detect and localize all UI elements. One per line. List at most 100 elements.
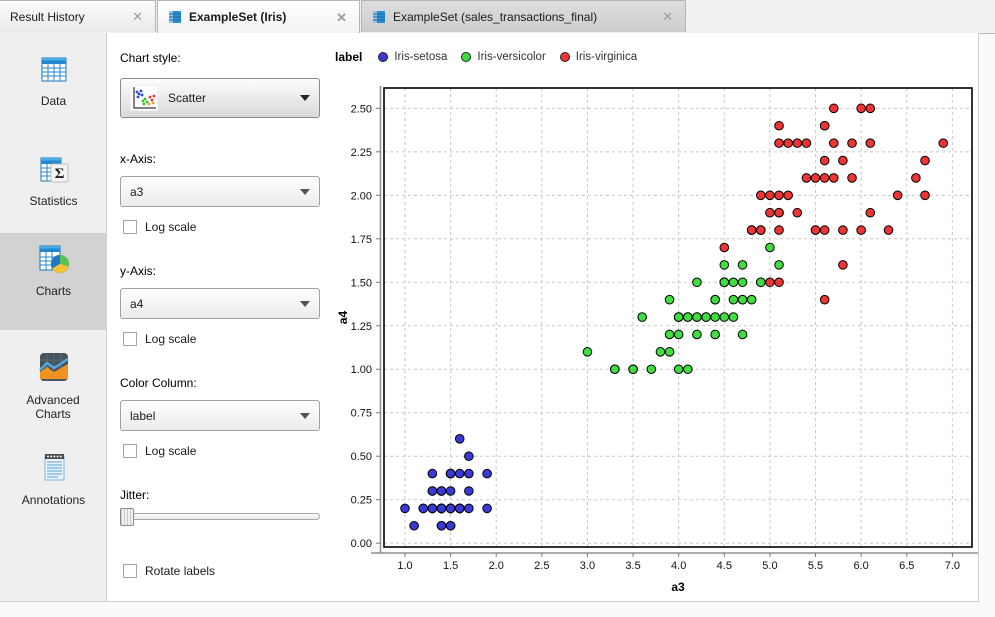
tab-result-history[interactable]: Result History ✕ xyxy=(0,0,156,32)
y-log-scale-label: Log scale xyxy=(145,332,197,346)
chevron-down-icon xyxy=(300,300,310,307)
data-table-icon xyxy=(41,57,66,82)
svg-text:5.0: 5.0 xyxy=(762,560,777,572)
exampleset-table-icon xyxy=(372,10,386,24)
jitter-slider-thumb[interactable] xyxy=(120,508,134,526)
svg-text:2.25: 2.25 xyxy=(351,147,372,159)
tab-exampleset-sales[interactable]: ExampleSet (sales_transactions_final) ✕ xyxy=(361,0,686,32)
legend-title: label xyxy=(335,50,363,64)
jitter-slider[interactable] xyxy=(120,508,320,526)
svg-text:2.50: 2.50 xyxy=(351,103,372,115)
chevron-down-icon xyxy=(300,412,310,419)
rotate-labels-row[interactable]: Rotate labels xyxy=(123,564,215,578)
scatter-plot[interactable]: 1.0 1.5 2.0 2.5 3.0 3.5 4.0 4.5 5.0 5.5 6.0 6.5 7.0 0… xyxy=(330,33,978,601)
y-axis-label: y-Axis: xyxy=(120,264,156,278)
svg-text:3.0: 3.0 xyxy=(580,560,595,572)
svg-text:a4: a4 xyxy=(336,311,350,325)
svg-text:6.0: 6.0 xyxy=(854,560,869,572)
sidebar-item-data[interactable]: Data xyxy=(0,45,107,135)
charts-pie-icon xyxy=(39,245,69,274)
svg-text:1.25: 1.25 xyxy=(351,321,372,333)
y-log-scale-row[interactable]: Log scale xyxy=(123,332,196,346)
jitter-label: Jitter: xyxy=(120,488,150,502)
close-icon[interactable]: ✕ xyxy=(662,9,673,24)
svg-text:4.0: 4.0 xyxy=(671,560,686,572)
color-column-dropdown[interactable]: label xyxy=(120,400,320,431)
legend-item-setosa: Iris-setosa xyxy=(378,51,447,63)
exampleset-table-icon xyxy=(168,10,182,24)
scatter-style-icon xyxy=(130,85,158,111)
annotations-notepad-icon xyxy=(44,454,64,481)
color-log-scale-label: Log scale xyxy=(145,444,197,458)
sidebar-item-statistics[interactable]: Σ Statistics xyxy=(0,145,107,235)
legend-label: Iris-versicolor xyxy=(477,51,546,63)
chart-style-label: Chart style: xyxy=(120,51,181,65)
tab-bar: Result History ✕ ExampleSet (Iris) ✕ Exa… xyxy=(0,0,995,34)
svg-text:2.0: 2.0 xyxy=(489,560,504,572)
y-log-scale-checkbox[interactable] xyxy=(123,332,137,346)
close-icon[interactable]: ✕ xyxy=(336,9,347,25)
sidebar-item-advanced-charts[interactable]: Advanced Charts xyxy=(0,340,107,440)
rotate-labels-checkbox[interactable] xyxy=(123,564,137,578)
chart-style-value: Scatter xyxy=(168,91,207,105)
chart-style-dropdown[interactable]: Scatter xyxy=(120,78,320,118)
tab-title: ExampleSet (Iris) xyxy=(189,10,287,24)
tab-exampleset-iris[interactable]: ExampleSet (Iris) ✕ xyxy=(157,0,360,33)
x-axis-dropdown[interactable]: a3 xyxy=(120,176,320,207)
view-sidebar: Data Σ Statistics xyxy=(0,33,107,601)
results-view: Data Σ Statistics xyxy=(0,33,979,602)
svg-text:1.5: 1.5 xyxy=(443,560,458,572)
chart-controls-panel: Chart style: Scatter x-Axis: a3 Log scal… xyxy=(107,33,330,601)
svg-text:0.50: 0.50 xyxy=(351,451,372,463)
svg-text:1.75: 1.75 xyxy=(351,234,372,246)
color-log-scale-row[interactable]: Log scale xyxy=(123,444,196,458)
svg-text:5.5: 5.5 xyxy=(808,560,823,572)
svg-text:2.5: 2.5 xyxy=(534,560,549,572)
versicolor-swatch-icon xyxy=(461,52,472,62)
svg-text:0.00: 0.00 xyxy=(351,538,372,550)
chart-legend: label Iris-setosa Iris-versicolor Iris-v… xyxy=(335,49,637,65)
svg-text:0.75: 0.75 xyxy=(351,408,372,420)
sidebar-item-annotations[interactable]: Annotations xyxy=(0,440,107,535)
svg-text:4.5: 4.5 xyxy=(717,560,732,572)
virginica-swatch-icon xyxy=(559,52,570,62)
svg-text:2.00: 2.00 xyxy=(351,190,372,202)
chevron-down-icon xyxy=(300,95,310,101)
x-log-scale-row[interactable]: Log scale xyxy=(123,220,196,234)
sidebar-item-label: Advanced Charts xyxy=(26,393,80,421)
svg-text:1.50: 1.50 xyxy=(351,277,372,289)
legend-item-virginica: Iris-virginica xyxy=(559,51,638,63)
legend-item-versicolor: Iris-versicolor xyxy=(461,51,546,63)
color-column-value: label xyxy=(130,408,156,423)
tab-title: ExampleSet (sales_transactions_final) xyxy=(393,9,598,24)
svg-text:1.00: 1.00 xyxy=(351,364,372,376)
advanced-charts-icon xyxy=(38,353,69,381)
sidebar-item-label: Statistics xyxy=(29,194,78,208)
svg-text:a3: a3 xyxy=(671,580,685,594)
sidebar-item-charts[interactable]: Charts xyxy=(0,233,107,330)
chart-panel: label Iris-setosa Iris-versicolor Iris-v… xyxy=(330,33,978,601)
chevron-down-icon xyxy=(300,188,310,195)
color-log-scale-checkbox[interactable] xyxy=(123,444,137,458)
legend-label: Iris-setosa xyxy=(394,51,448,63)
statistics-sigma-icon: Σ xyxy=(40,157,68,183)
sidebar-item-label: Data xyxy=(40,94,67,108)
tab-title: Result History xyxy=(10,9,85,24)
svg-text:7.0: 7.0 xyxy=(945,560,960,572)
svg-text:3.5: 3.5 xyxy=(625,560,640,572)
y-axis-dropdown[interactable]: a4 xyxy=(120,288,320,319)
jitter-slider-track[interactable] xyxy=(120,513,320,520)
legend-label: Iris-virginica xyxy=(575,51,638,63)
sidebar-item-label: Charts xyxy=(35,284,72,298)
color-column-label: Color Column: xyxy=(120,376,197,390)
svg-text:Σ: Σ xyxy=(54,166,64,182)
close-icon[interactable]: ✕ xyxy=(132,9,143,24)
svg-text:0.25: 0.25 xyxy=(351,495,372,507)
rotate-labels-label: Rotate labels xyxy=(145,564,216,578)
svg-text:6.5: 6.5 xyxy=(899,560,914,572)
x-log-scale-label: Log scale xyxy=(145,220,197,234)
x-axis-label: x-Axis: xyxy=(120,152,156,166)
y-axis-value: a4 xyxy=(130,296,144,311)
x-log-scale-checkbox[interactable] xyxy=(123,220,137,234)
sidebar-item-label: Annotations xyxy=(21,493,86,507)
